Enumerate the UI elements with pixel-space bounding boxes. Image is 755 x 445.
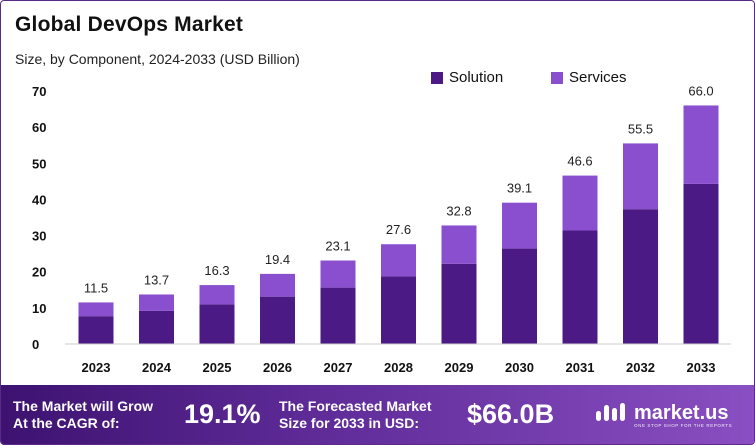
bar-solution xyxy=(502,248,537,344)
bar-solution xyxy=(562,230,598,344)
legend-label-solution: Solution xyxy=(449,69,504,86)
bar-services xyxy=(78,302,114,317)
x-tick-label: 2030 xyxy=(505,360,534,375)
legend-swatch-solution xyxy=(431,71,443,84)
bar-services xyxy=(320,260,356,288)
bar-services xyxy=(683,105,719,184)
bar-total-label: 27.6 xyxy=(386,222,411,237)
forecast-label-line1: The Forecasted Market xyxy=(279,398,432,414)
cagr-label-line2: At the CAGR of: xyxy=(13,415,120,431)
bar-solution xyxy=(623,209,658,344)
bar-services xyxy=(502,202,537,249)
bar-total-label: 23.1 xyxy=(325,239,350,254)
bar-solution xyxy=(260,296,295,344)
bar-solution xyxy=(199,304,235,344)
bar-services xyxy=(441,225,477,264)
chart-subtitle: Size, by Component, 2024-2033 (USD Billi… xyxy=(15,51,300,67)
bar-total-label: 39.1 xyxy=(507,181,532,196)
y-tick-label: 70 xyxy=(32,84,46,99)
bar-total-label: 46.6 xyxy=(567,154,592,169)
bar-solution xyxy=(441,263,477,344)
y-tick-label: 10 xyxy=(32,301,46,316)
y-tick-label: 20 xyxy=(32,265,46,280)
bar-services xyxy=(199,285,235,305)
brand-logo: market.us ONE STOP SHOP FOR THE REPORTS xyxy=(594,401,733,428)
footer-banner: The Market will Grow At the CAGR of: 19.… xyxy=(1,385,754,444)
bar-solution xyxy=(381,276,416,344)
y-tick-label: 40 xyxy=(32,192,46,207)
x-tick-label: 2023 xyxy=(82,360,111,375)
x-tick-label: 2028 xyxy=(384,360,413,375)
y-tick-label: 0 xyxy=(32,337,39,352)
bar-services xyxy=(381,244,416,277)
cagr-label: The Market will Grow At the CAGR of: xyxy=(13,398,153,432)
y-tick-label: 60 xyxy=(32,120,46,135)
legend-label-services: Services xyxy=(569,69,627,86)
forecast-label-line2: Size for 2033 in USD: xyxy=(279,415,420,431)
brand-name: market.us xyxy=(634,402,729,424)
y-tick-label: 50 xyxy=(32,156,46,171)
bar-solution xyxy=(683,183,719,344)
x-tick-label: 2024 xyxy=(142,360,172,375)
x-tick-label: 2032 xyxy=(626,360,655,375)
bar-services xyxy=(562,175,598,231)
bar-total-label: 16.3 xyxy=(204,263,229,278)
cagr-label-line1: The Market will Grow xyxy=(13,398,154,414)
x-tick-label: 2029 xyxy=(445,360,474,375)
chart-title: Global DevOps Market xyxy=(15,13,244,36)
bar-chart: 01020304050607011.5202313.7202416.320251… xyxy=(32,83,731,375)
x-tick-label: 2026 xyxy=(263,360,292,375)
bar-services xyxy=(139,294,174,311)
bar-total-label: 66.0 xyxy=(688,83,713,98)
forecast-label: The Forecasted Market Size for 2033 in U… xyxy=(279,398,432,432)
bar-total-label: 55.5 xyxy=(628,121,653,136)
bar-services xyxy=(260,273,295,297)
market-us-logo-icon xyxy=(596,403,625,421)
x-tick-label: 2027 xyxy=(324,360,353,375)
bar-total-label: 32.8 xyxy=(446,203,471,218)
brand-tagline: ONE STOP SHOP FOR THE REPORTS xyxy=(634,423,733,428)
x-tick-label: 2033 xyxy=(687,360,716,375)
x-tick-label: 2031 xyxy=(566,360,595,375)
legend-item-services: Services xyxy=(551,69,627,86)
cagr-value: 19.1% xyxy=(184,399,261,429)
bar-solution xyxy=(78,316,114,344)
bar-solution xyxy=(139,310,174,344)
bar-total-label: 13.7 xyxy=(144,272,169,287)
x-tick-label: 2025 xyxy=(203,360,232,375)
legend-swatch-services xyxy=(551,71,563,84)
bar-services xyxy=(623,143,658,210)
bar-solution xyxy=(320,287,356,344)
legend-item-solution: Solution xyxy=(431,69,503,86)
bar-total-label: 11.5 xyxy=(84,280,108,295)
y-tick-label: 30 xyxy=(32,229,46,244)
forecast-value: $66.0B xyxy=(467,399,555,429)
bar-total-label: 19.4 xyxy=(265,252,290,267)
